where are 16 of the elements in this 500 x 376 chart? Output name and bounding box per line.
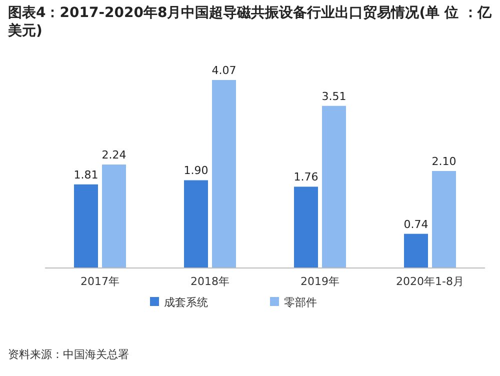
data-label: 4.07 (212, 64, 236, 77)
data-label: 1.76 (294, 170, 318, 184)
x-tick-label: 2019年 (300, 275, 340, 288)
x-tick-label: 2017年 (80, 275, 120, 288)
data-label: 3.51 (322, 90, 346, 103)
legend-label: 零部件 (284, 296, 317, 309)
chart-title: 图表4：2017-2020年8月中国超导磁共振设备行业出口贸易情况(单 位 ：亿美元) (8, 4, 492, 40)
data-label: 2.24 (102, 148, 126, 162)
x-tick-label: 2020年1-8月 (396, 275, 464, 288)
data-label: 0.74 (404, 218, 428, 231)
text: 资料来源：中国海关总署 (8, 348, 129, 361)
legend-label: 成套系统 (164, 296, 208, 309)
data-label: 1.81 (74, 168, 98, 182)
data-label: 2.10 (432, 155, 456, 168)
x-tick-label: 2018年 (190, 275, 230, 288)
data-label: 1.90 (184, 164, 208, 178)
